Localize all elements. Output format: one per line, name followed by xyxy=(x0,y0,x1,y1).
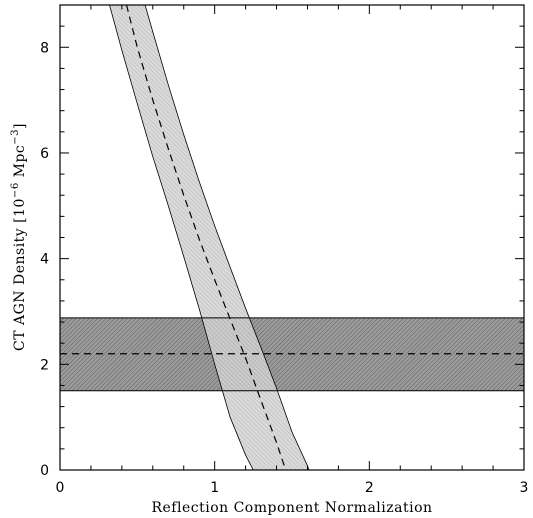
x-tick-labels: 0 1 2 3 xyxy=(56,480,529,496)
y-axis-title-main: CT AGN Density [10 xyxy=(12,198,28,351)
y-axis-title-end: ] xyxy=(12,123,28,129)
y-axis-title-mid: Mpc xyxy=(12,145,28,183)
y-tick-label: 2 xyxy=(40,357,49,373)
y-axis-title-exp2: −3 xyxy=(10,129,21,145)
y-tick-label: 0 xyxy=(40,463,49,479)
curved-band-fill xyxy=(109,5,309,470)
y-tick-labels: 0 2 4 6 8 xyxy=(40,40,49,479)
x-tick-label: 2 xyxy=(365,480,374,496)
x-tick-label: 3 xyxy=(520,480,529,496)
x-tick-label: 0 xyxy=(56,480,65,496)
curved-band-center-line xyxy=(125,5,285,466)
y-tick-label: 8 xyxy=(40,40,49,56)
y-axis-title: CT AGN Density [10−6 Mpc−3] xyxy=(10,123,28,351)
curved-band-lower-edge xyxy=(109,5,254,470)
x-axis-title: Reflection Component Normalization xyxy=(151,500,432,516)
y-axis-title-exp1: −6 xyxy=(10,182,21,198)
plot-frame xyxy=(59,4,525,471)
y-tick-label: 4 xyxy=(40,252,49,268)
x-tick-label: 1 xyxy=(210,480,219,496)
y-tick-label: 6 xyxy=(40,146,49,162)
curved-band-upper-edge xyxy=(144,5,310,470)
